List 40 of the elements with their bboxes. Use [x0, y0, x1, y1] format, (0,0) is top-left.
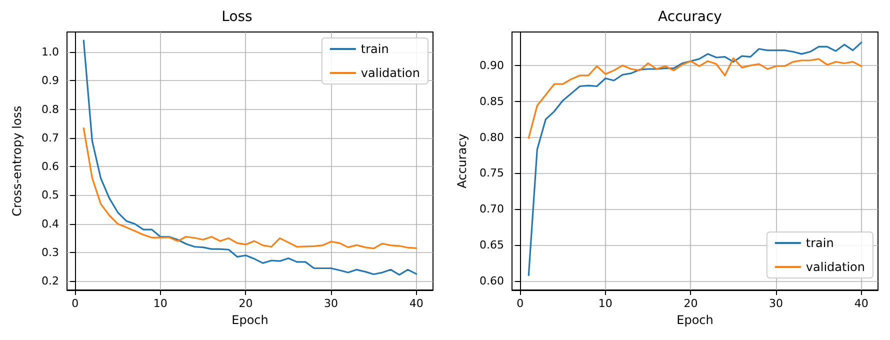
chart-title: Loss	[222, 9, 252, 25]
x-axis-title: Epoch	[232, 313, 268, 327]
y-tick-label: 0.70	[480, 202, 504, 216]
x-tick-label: 0	[516, 297, 524, 310]
line-series	[82, 127, 418, 250]
legend-label: validation	[806, 260, 866, 274]
x-tick-label: 0	[72, 297, 79, 310]
chart-title: Accuracy	[658, 9, 722, 25]
y-tick-label: 0.5	[42, 188, 59, 202]
x-tick-label: 10	[598, 297, 612, 310]
line-series	[528, 42, 862, 276]
y-axis-title: Cross-entropy loss	[10, 106, 24, 216]
y-tick-label: 1.0	[42, 46, 59, 59]
x-tick-label: 10	[153, 297, 168, 310]
y-tick-label: 0.65	[480, 238, 504, 252]
y-tick-label: 0.85	[480, 94, 504, 108]
legend-label: train	[806, 236, 834, 250]
legend-label: train	[360, 42, 389, 56]
y-tick-label: 0.4	[42, 217, 59, 230]
line-series	[528, 57, 862, 139]
x-tick-label: 40	[854, 297, 868, 310]
x-tick-label: 20	[684, 297, 698, 310]
legend-label: validation	[360, 66, 420, 80]
x-tick-label: 40	[409, 297, 424, 310]
x-tick-label: 30	[769, 297, 784, 310]
y-tick-label: 0.2	[42, 274, 59, 288]
y-tick-label: 0.7	[42, 131, 59, 144]
y-tick-label: 0.9	[42, 74, 59, 88]
x-tick-label: 20	[238, 297, 253, 310]
x-axis-title: Epoch	[676, 313, 714, 327]
y-tick-label: 0.8	[42, 102, 59, 116]
y-axis-title: Accuracy	[455, 134, 469, 188]
y-tick-label: 0.90	[480, 58, 504, 72]
y-tick-label: 0.80	[480, 130, 504, 144]
line-series	[82, 40, 418, 276]
y-tick-label: 0.75	[480, 166, 504, 180]
y-tick-label: 0.60	[480, 274, 504, 288]
y-tick-label: 0.3	[42, 246, 59, 259]
x-tick-label: 30	[324, 297, 338, 310]
y-tick-label: 0.6	[42, 160, 59, 174]
